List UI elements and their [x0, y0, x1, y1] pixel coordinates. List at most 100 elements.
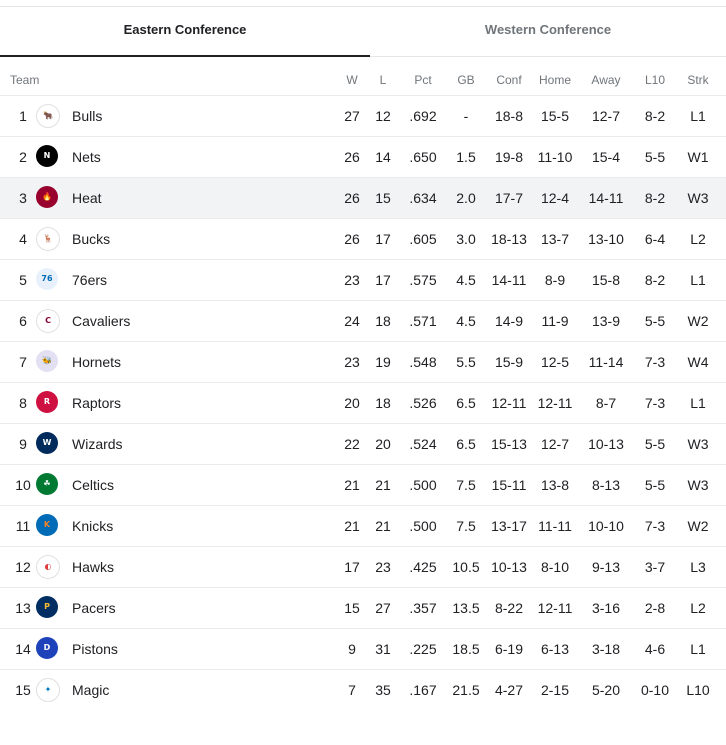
- team-streak: W3: [687, 477, 709, 493]
- team-losses: 15: [375, 190, 391, 206]
- pacers-logo-icon: P: [36, 596, 58, 618]
- team-rank: 9: [19, 436, 27, 452]
- team-rank: 4: [19, 231, 27, 247]
- team-wins: 23: [344, 272, 360, 288]
- team-gb: 1.5: [456, 149, 476, 165]
- team-rank: 14: [15, 641, 31, 657]
- table-row[interactable]: 12 Hawks 17 23 .425 10.5 10-13 8-10 9-13 3-7 L3 ◐: [0, 546, 726, 587]
- table-row[interactable]: 6 Cavaliers 24 18 .571 4.5 14-9 11-9 13-9 5-5 W2 C: [0, 300, 726, 341]
- team-wins: 21: [344, 518, 360, 534]
- team-away-record: 10-10: [588, 518, 624, 534]
- table-row[interactable]: 14 Pistons 9 31 .225 18.5 6-19 6-13 3-18 4-6 L1 D: [0, 628, 726, 669]
- header-l10: L10: [644, 73, 666, 87]
- team-home-record: 12-11: [537, 600, 573, 616]
- team-logo: ✦: [36, 678, 60, 702]
- team-conf-record: 4-27: [494, 682, 524, 698]
- team-home-record: 6-13: [540, 641, 570, 657]
- team-wins: 17: [344, 559, 360, 575]
- header-gb: GB: [457, 73, 475, 87]
- team-pct: .500: [409, 518, 437, 534]
- team-losses: 21: [375, 518, 391, 534]
- team-gb: 13.5: [452, 600, 480, 616]
- team-last-10: 7-3: [644, 354, 666, 370]
- team-streak: W2: [687, 518, 709, 534]
- table-row[interactable]: 13 Pacers 15 27 .357 13.5 8-22 12-11 3-16 2-8 L2 P: [0, 587, 726, 628]
- team-rank: 6: [19, 313, 27, 329]
- team-home-record: 12-4: [540, 190, 570, 206]
- team-pct: .526: [409, 395, 437, 411]
- team-conf-record: 13-17: [491, 518, 527, 534]
- team-last-10: 7-3: [644, 518, 666, 534]
- team-logo: 🐂: [36, 104, 60, 128]
- table-row[interactable]: 5 76ers 23 17 .575 4.5 14-11 8-9 15-8 8-2 L1 76: [0, 259, 726, 300]
- team-name[interactable]: Cavaliers: [72, 313, 131, 329]
- header-home: Home: [538, 73, 571, 87]
- team-name[interactable]: Bulls: [72, 108, 103, 124]
- table-row[interactable]: 1 Bulls 27 12 .692 - 18-8 15-5 12-7 8-2 L1 🐂: [0, 95, 726, 136]
- table-row[interactable]: 15 Magic 7 35 .167 21.5 4-27 2-15 5-20 0-10 L10 ✦: [0, 669, 726, 710]
- team-away-record: 9-13: [591, 559, 621, 575]
- team-name[interactable]: Magic: [72, 682, 110, 698]
- team-streak: W4: [687, 354, 709, 370]
- team-rank: 1: [19, 108, 27, 124]
- nets-logo-icon: N: [36, 145, 58, 167]
- team-away-record: 15-8: [591, 272, 621, 288]
- team-name[interactable]: Celtics: [72, 477, 115, 493]
- team-home-record: 2-15: [540, 682, 570, 698]
- team-wins: 27: [344, 108, 360, 124]
- team-rank: 7: [19, 354, 27, 370]
- team-home-record: 13-7: [540, 231, 570, 247]
- team-name[interactable]: Hawks: [72, 559, 115, 575]
- team-conf-record: 6-19: [494, 641, 524, 657]
- team-home-record: 12-5: [540, 354, 570, 370]
- team-name[interactable]: Raptors: [72, 395, 122, 411]
- team-last-10: 6-4: [644, 231, 666, 247]
- team-streak: L1: [690, 272, 706, 288]
- team-rank: 8: [19, 395, 27, 411]
- table-row[interactable]: 2 Nets 26 14 .650 1.5 19-8 11-10 15-4 5-5 W1 N: [0, 136, 726, 177]
- team-conf-record: 14-11: [491, 272, 527, 288]
- team-name[interactable]: Hornets: [72, 354, 122, 370]
- team-rank: 2: [19, 149, 27, 165]
- team-last-10: 4-6: [644, 641, 666, 657]
- team-home-record: 8-10: [540, 559, 570, 575]
- table-row[interactable]: 4 Bucks 26 17 .605 3.0 18-13 13-7 13-10 6-4 L2 🦌: [0, 218, 726, 259]
- table-row[interactable]: 9 Wizards 22 20 .524 6.5 15-13 12-7 10-13 5-5 W3 W: [0, 423, 726, 464]
- team-wins: 20: [344, 395, 360, 411]
- team-name[interactable]: Wizards: [72, 436, 123, 452]
- tab-western-conference[interactable]: Western Conference: [484, 22, 612, 37]
- team-rank: 15: [15, 682, 31, 698]
- team-away-record: 3-16: [591, 600, 621, 616]
- team-away-record: 10-13: [588, 436, 624, 452]
- team-name[interactable]: Pistons: [72, 641, 118, 657]
- team-name[interactable]: Bucks: [72, 231, 111, 247]
- team-away-record: 13-10: [588, 231, 624, 247]
- tab-eastern-conference[interactable]: Eastern Conference: [0, 7, 370, 57]
- raptors-logo-icon: R: [36, 391, 58, 413]
- team-rank: 13: [15, 600, 31, 616]
- team-logo: W: [36, 432, 60, 456]
- team-logo: 🐝: [36, 350, 60, 374]
- team-conf-record: 18-8: [494, 108, 524, 124]
- team-gb: 6.5: [456, 436, 476, 452]
- team-name[interactable]: Heat: [72, 190, 102, 206]
- team-losses: 19: [375, 354, 391, 370]
- table-row[interactable]: 3 Heat 26 15 .634 2.0 17-7 12-4 14-11 8-2 W3 🔥: [0, 177, 726, 218]
- table-row[interactable]: 7 Hornets 23 19 .548 5.5 15-9 12-5 11-14 7-3 W4 🐝: [0, 341, 726, 382]
- table-row[interactable]: 10 Celtics 21 21 .500 7.5 15-11 13-8 8-13 5-5 W3 ☘: [0, 464, 726, 505]
- team-name[interactable]: Nets: [72, 149, 101, 165]
- team-gb: 7.5: [456, 518, 476, 534]
- team-home-record: 12-7: [540, 436, 570, 452]
- team-last-10: 3-7: [644, 559, 666, 575]
- team-streak: W3: [687, 190, 709, 206]
- team-name[interactable]: Knicks: [72, 518, 114, 534]
- team-wins: 26: [344, 149, 360, 165]
- table-row[interactable]: 8 Raptors 20 18 .526 6.5 12-11 12-11 8-7 7-3 L1 R: [0, 382, 726, 423]
- team-conf-record: 15-11: [491, 477, 527, 493]
- team-logo: P: [36, 596, 60, 620]
- table-row[interactable]: 11 Knicks 21 21 .500 7.5 13-17 11-11 10-10 7-3 W2 K: [0, 505, 726, 546]
- team-wins: 24: [344, 313, 360, 329]
- team-conf-record: 19-8: [494, 149, 524, 165]
- team-name[interactable]: Pacers: [72, 600, 116, 616]
- team-name[interactable]: 76ers: [72, 272, 108, 288]
